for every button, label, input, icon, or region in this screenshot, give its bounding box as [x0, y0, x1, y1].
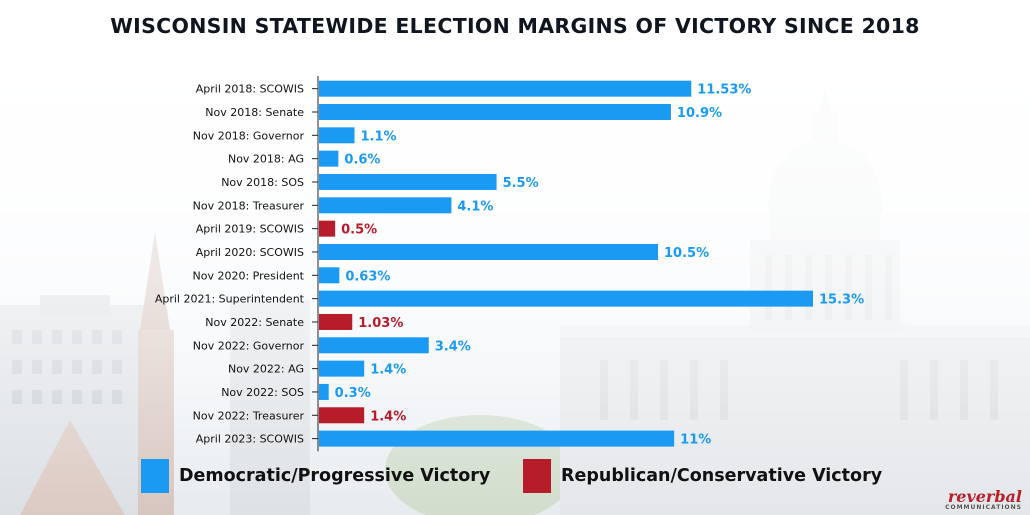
data-label: 3.4% — [435, 339, 471, 354]
category-label: Nov 2018: Senate — [205, 106, 304, 119]
data-label: 11.53% — [697, 83, 751, 98]
category-label: Nov 2022: AG — [228, 363, 304, 376]
bar — [319, 383, 329, 400]
category-label: April 2018: SCOWIS — [196, 83, 304, 96]
legend-swatch-democratic — [141, 459, 169, 493]
category-label: Nov 2018: AG — [228, 153, 304, 166]
logo-name: reverbal — [947, 487, 1022, 506]
data-label: 0.6% — [344, 153, 380, 168]
data-label: 0.63% — [345, 269, 390, 284]
bar — [319, 173, 497, 190]
category-label: Nov 2018: Treasurer — [193, 199, 305, 212]
data-label: 4.1% — [457, 199, 493, 214]
bar — [319, 267, 340, 284]
bar — [319, 407, 365, 424]
bar — [319, 197, 452, 214]
category-label: April 2021: Superintendent — [155, 293, 305, 306]
data-label: 11% — [680, 433, 711, 448]
category-label: April 2020: SCOWIS — [196, 246, 304, 259]
bar — [319, 313, 353, 330]
reverbal-logo: reverbal COMMUNICATIONS — [945, 489, 1022, 512]
bar — [319, 150, 339, 167]
bar — [319, 360, 365, 377]
legend-democratic: Democratic/Progressive Victory — [141, 458, 490, 494]
data-label: 5.5% — [503, 176, 539, 191]
data-label: 10.9% — [677, 106, 722, 121]
data-label: 0.5% — [341, 223, 377, 238]
bar — [319, 127, 355, 144]
bar — [319, 290, 813, 307]
category-label: Nov 2022: Treasurer — [193, 409, 305, 422]
category-label: April 2023: SCOWIS — [196, 433, 304, 446]
bar — [319, 80, 692, 97]
chart-title: WISCONSIN STATEWIDE ELECTION MARGINS OF … — [110, 14, 920, 38]
category-label: Nov 2020: President — [193, 269, 305, 282]
legend-swatch-republican — [523, 459, 551, 493]
category-label: Nov 2018: Governor — [193, 129, 305, 142]
legend-label-democratic: Democratic/Progressive Victory — [179, 466, 491, 486]
category-label: April 2019: SCOWIS — [196, 223, 304, 236]
data-label: 1.1% — [361, 129, 397, 144]
data-label: 1.03% — [358, 316, 403, 331]
bar — [319, 337, 429, 354]
category-label: Nov 2022: SOS — [221, 386, 304, 399]
data-label: 10.5% — [664, 246, 709, 261]
bar — [319, 243, 659, 260]
data-label: 0.3% — [335, 386, 371, 401]
legend-label-republican: Republican/Conservative Victory — [561, 466, 883, 486]
data-label: 1.4% — [370, 409, 406, 424]
bar — [319, 430, 675, 447]
category-label: Nov 2018: SOS — [221, 176, 304, 189]
category-label: Nov 2022: Senate — [205, 316, 304, 329]
bar — [319, 103, 671, 120]
data-label: 15.3% — [819, 293, 864, 308]
bar — [319, 220, 336, 237]
data-label: 1.4% — [370, 363, 406, 378]
legend-republican: Republican/Conservative Victory — [523, 458, 882, 494]
category-label: Nov 2022: Governor — [193, 339, 305, 352]
logo-sub: COMMUNICATIONS — [945, 504, 1022, 511]
